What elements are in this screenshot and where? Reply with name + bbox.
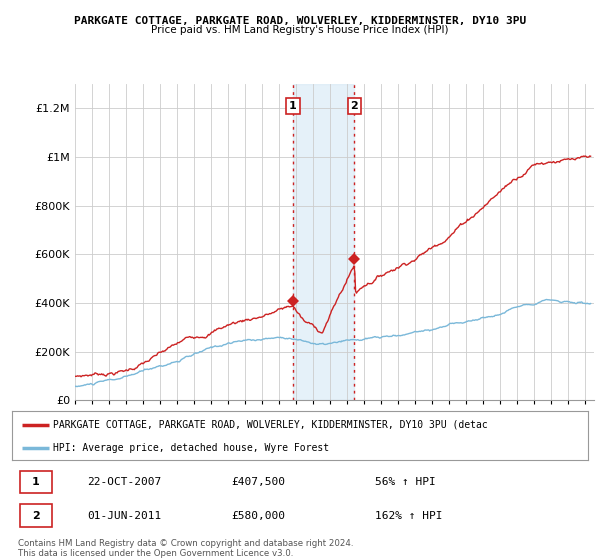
Text: 2: 2 — [32, 511, 40, 521]
Text: PARKGATE COTTAGE, PARKGATE ROAD, WOLVERLEY, KIDDERMINSTER, DY10 3PU: PARKGATE COTTAGE, PARKGATE ROAD, WOLVERL… — [74, 16, 526, 26]
Text: 2: 2 — [350, 101, 358, 111]
Text: 1: 1 — [32, 477, 40, 487]
Text: 1: 1 — [289, 101, 297, 111]
Text: 56% ↑ HPI: 56% ↑ HPI — [375, 477, 436, 487]
Text: PARKGATE COTTAGE, PARKGATE ROAD, WOLVERLEY, KIDDERMINSTER, DY10 3PU (detac: PARKGATE COTTAGE, PARKGATE ROAD, WOLVERL… — [53, 420, 488, 430]
Text: 01-JUN-2011: 01-JUN-2011 — [87, 511, 161, 521]
Bar — [293, 84, 355, 400]
FancyBboxPatch shape — [20, 505, 52, 527]
Text: Price paid vs. HM Land Registry's House Price Index (HPI): Price paid vs. HM Land Registry's House … — [151, 25, 449, 35]
Text: £407,500: £407,500 — [231, 477, 285, 487]
Text: Contains HM Land Registry data © Crown copyright and database right 2024.
This d: Contains HM Land Registry data © Crown c… — [18, 539, 353, 558]
FancyBboxPatch shape — [20, 471, 52, 493]
Text: 22-OCT-2007: 22-OCT-2007 — [87, 477, 161, 487]
Text: 162% ↑ HPI: 162% ↑ HPI — [375, 511, 442, 521]
Text: £580,000: £580,000 — [231, 511, 285, 521]
Text: HPI: Average price, detached house, Wyre Forest: HPI: Average price, detached house, Wyre… — [53, 443, 329, 453]
